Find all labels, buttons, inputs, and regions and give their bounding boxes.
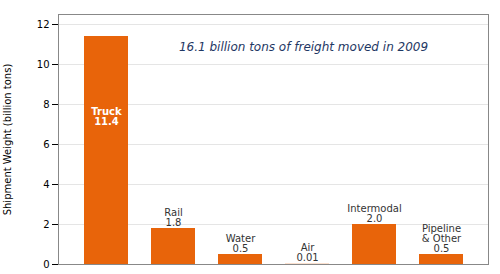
svg-text:Shipment Weight (billion tons): Shipment Weight (billion tons)	[2, 64, 13, 216]
svg-text:10: 10	[37, 59, 50, 70]
svg-text:Truck11.4: Truck11.4	[91, 106, 122, 127]
svg-text:2: 2	[43, 219, 49, 230]
svg-text:12: 12	[37, 19, 50, 30]
svg-text:Pipeline& Other0.5: Pipeline& Other0.5	[422, 223, 462, 254]
svg-text:8: 8	[43, 99, 49, 110]
svg-text:Intermodal2.0: Intermodal2.0	[347, 203, 401, 224]
svg-text:16.1 billion tons of freight m: 16.1 billion tons of freight moved in 20…	[179, 40, 428, 54]
svg-text:0: 0	[43, 259, 49, 270]
svg-text:4: 4	[43, 179, 49, 190]
svg-text:Water0.5: Water0.5	[226, 233, 256, 254]
svg-text:Rail1.8: Rail1.8	[164, 207, 182, 228]
svg-text:Air0.01: Air0.01	[296, 242, 318, 263]
svg-text:6: 6	[43, 139, 49, 150]
